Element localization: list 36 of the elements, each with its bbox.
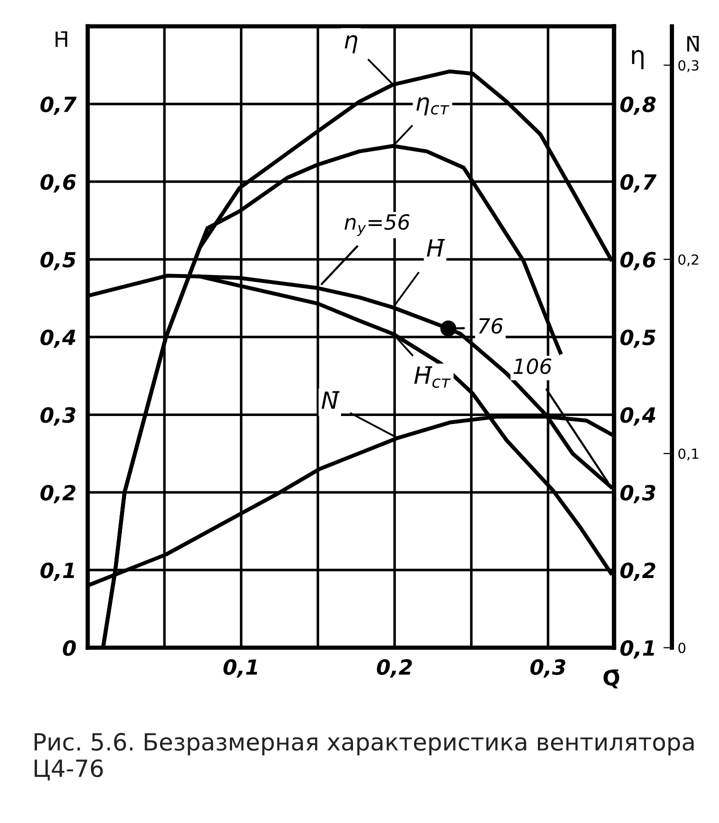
x-tick-label: 0,2: [376, 659, 412, 678]
series-label: η$_{ст}$: [416, 97, 450, 116]
y-tick-label: 0,2: [40, 484, 76, 504]
y3-tick-label: 0,1: [678, 448, 698, 460]
y3-tick-label: 0,3: [678, 60, 698, 72]
y2-tick-label: 0,5: [620, 329, 656, 348]
y2-tick-label: 0,3: [620, 484, 656, 504]
y-tick-label: 0,1: [40, 562, 74, 581]
text: N̄: [322, 391, 340, 409]
y-tick-label: 0,4: [40, 329, 76, 348]
y-tick-label: 0,6: [40, 174, 76, 193]
y-tick-label: 0,3: [40, 407, 76, 426]
y-tick-label: 0,5: [40, 252, 76, 270]
y-tick-label: 0: [62, 640, 76, 656]
annotation: n$_{y}$=56: [344, 214, 410, 236]
y3-axis-title: N̄: [687, 36, 699, 52]
x-tick-label: 0,1: [223, 659, 258, 678]
annotation: 106: [514, 358, 552, 374]
y2-tick-label: 0,7: [620, 174, 656, 193]
annotation: 76: [479, 318, 503, 334]
text: Рис. 5.6. Безразмерная характеристика вентилятора Ц4-76: [34, 732, 694, 781]
text: H̄: [426, 238, 445, 257]
y2-tick-label: 0,1: [620, 640, 654, 659]
y-axis-title: H̄: [56, 31, 68, 47]
y2-axis-title: η: [632, 50, 644, 70]
y3-tick-label: 0,2: [678, 254, 698, 266]
x-tick-label: 0,3: [530, 659, 566, 678]
legend-label: H̄$_{ст}$: [414, 366, 451, 388]
series-label: η: [344, 35, 358, 54]
y2-tick-label: 0,8: [620, 96, 656, 115]
x-axis-title: Q̄: [604, 669, 620, 688]
y2-tick-label: 0,4: [620, 407, 656, 426]
y3-tick-label: 0: [678, 642, 686, 654]
y2-tick-label: 0,6: [620, 252, 656, 270]
y-tick-label: 0,7: [40, 96, 77, 115]
y2-tick-label: 0,2: [620, 562, 656, 581]
